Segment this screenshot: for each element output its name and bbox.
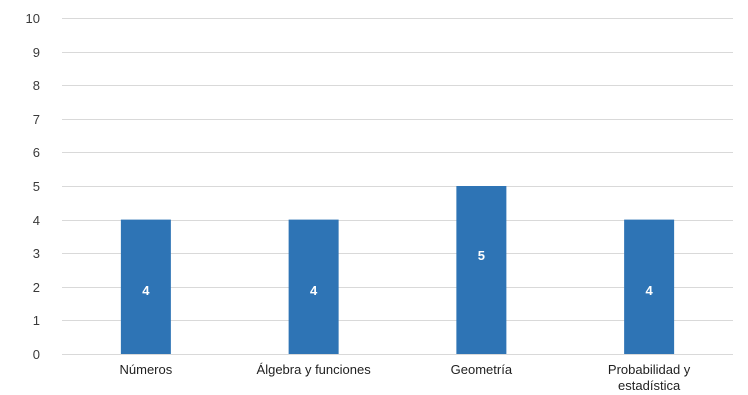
y-axis-ticks: 0 1 2 3 4 5 6 7 8 9 10 — [26, 11, 40, 362]
x-axis-categories: Números Álgebra y funciones Geometría Proba… — [120, 362, 691, 393]
x-category-label: Números — [120, 362, 173, 377]
data-label: 4 — [310, 283, 318, 298]
data-labels: 4 4 5 4 — [142, 248, 653, 298]
y-tick-label: 7 — [33, 112, 40, 127]
y-tick-label: 6 — [33, 145, 40, 160]
x-category-label: Álgebra y funciones — [257, 362, 372, 377]
x-category-label: Geometría — [451, 362, 513, 377]
y-tick-label: 0 — [33, 347, 40, 362]
y-tick-label: 1 — [33, 313, 40, 328]
y-tick-label: 5 — [33, 179, 40, 194]
bar — [120, 219, 171, 354]
y-tick-label: 3 — [33, 246, 40, 261]
x-category-label: estadística — [618, 378, 681, 393]
bar — [624, 219, 675, 354]
bar — [456, 186, 507, 354]
y-tick-label: 9 — [33, 45, 40, 60]
data-label: 4 — [646, 283, 654, 298]
y-tick-label: 8 — [33, 78, 40, 93]
y-tick-label: 10 — [26, 11, 40, 26]
data-label: 4 — [142, 283, 150, 298]
data-label: 5 — [478, 248, 485, 263]
x-category-label: Probabilidad y — [608, 362, 691, 377]
bars — [120, 186, 675, 354]
gridlines — [62, 18, 733, 355]
y-tick-label: 4 — [33, 213, 40, 228]
bar — [288, 219, 339, 354]
y-tick-label: 2 — [33, 280, 40, 295]
